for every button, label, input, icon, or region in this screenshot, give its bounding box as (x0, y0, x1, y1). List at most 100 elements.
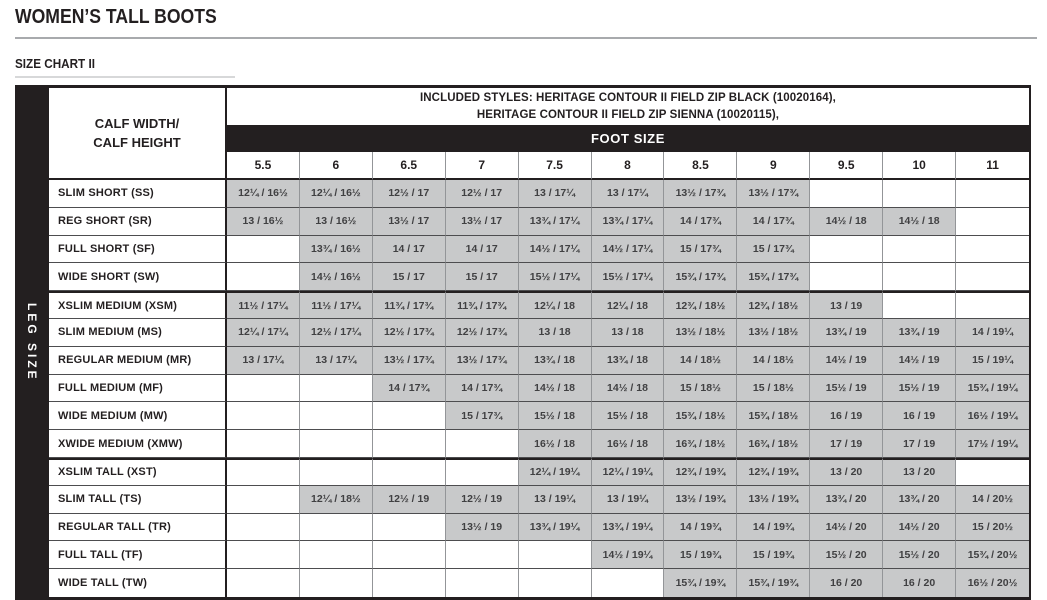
size-cell (372, 457, 446, 486)
size-cell: 13½ / 19 (445, 513, 519, 542)
size-cell: 15½ / 18 (591, 402, 665, 431)
size-cell: 13¾ / 16½ (299, 235, 373, 264)
size-cell: 12½ / 17 (372, 180, 446, 208)
foot-size-banner: FOOT SIZE (227, 125, 1029, 152)
size-cell: 12¼ / 19¼ (518, 457, 592, 486)
size-cell: 14 / 17 (445, 235, 519, 264)
size-cell: 13¾ / 19 (883, 318, 957, 347)
size-cell (445, 541, 519, 570)
size-cell: 14½ / 17¼ (518, 235, 592, 264)
size-cell: 13 / 18 (518, 318, 592, 347)
size-cell: 14 / 17¾ (664, 207, 738, 236)
size-cell: 17 / 19 (883, 430, 957, 458)
size-cell: 15 / 19¾ (737, 541, 811, 570)
size-cell (227, 569, 300, 597)
size-cell: 13½ / 18½ (737, 318, 811, 347)
size-cell: 15¾ / 19¾ (737, 569, 811, 597)
size-cell: 14 / 19¾ (737, 513, 811, 542)
size-cell: 12¾ / 18½ (664, 291, 738, 319)
size-cell: 13¾ / 17¼ (518, 207, 592, 236)
size-cell: 13 / 18 (591, 318, 665, 347)
size-cell: 14 / 19¾ (664, 513, 738, 542)
size-cell: 14 / 19¼ (956, 318, 1029, 347)
size-cell: 13½ / 17 (445, 207, 519, 236)
size-cell (372, 402, 446, 431)
size-cell: 15½ / 19 (810, 374, 884, 403)
size-cell: 11½ / 17¼ (299, 291, 373, 319)
size-cell: 14½ / 18 (883, 207, 957, 236)
size-cell (227, 263, 300, 292)
foot-size-header: 6 (299, 152, 373, 180)
size-cell: 15½ / 19 (883, 374, 957, 403)
size-cell: 13½ / 17¾ (737, 180, 811, 208)
size-cell (810, 180, 884, 208)
foot-size-header: 11 (956, 152, 1029, 180)
size-cell: 15¾ / 19¼ (956, 374, 1029, 403)
size-cell: 13½ / 17¾ (372, 346, 446, 375)
size-cell: 12½ / 17¾ (372, 318, 446, 347)
size-cell (299, 541, 373, 570)
size-cell (372, 513, 446, 542)
row-label: FULL SHORT (SF) (49, 235, 227, 264)
size-cell: 14½ / 17¼ (591, 235, 665, 264)
size-cell (883, 291, 957, 319)
foot-size-header: 9.5 (810, 152, 884, 180)
size-cell: 14½ / 19 (883, 346, 957, 375)
size-cell (372, 569, 446, 597)
size-cell: 13¾ / 17¼ (591, 207, 665, 236)
chart-subtitle: SIZE CHART II (15, 56, 95, 71)
row-label: REG SHORT (SR) (49, 207, 227, 236)
size-cell (227, 430, 300, 458)
size-cell: 15½ / 17¼ (518, 263, 592, 292)
size-cell (299, 402, 373, 431)
size-cell: 12½ / 17¼ (299, 318, 373, 347)
size-cell: 14 / 20½ (956, 485, 1029, 514)
size-cell: 14½ / 19¼ (591, 541, 665, 570)
size-cell: 12¼ / 18 (518, 291, 592, 319)
size-cell: 11¾ / 17¾ (372, 291, 446, 319)
foot-size-header: 5.5 (227, 152, 300, 180)
size-cell: 15 / 17¾ (664, 235, 738, 264)
size-cell: 15 / 18½ (664, 374, 738, 403)
size-cell: 13 / 17¼ (299, 346, 373, 375)
size-cell: 12¼ / 18½ (299, 485, 373, 514)
size-cell: 14 / 18½ (737, 346, 811, 375)
size-cell: 12¼ / 17¼ (227, 318, 300, 347)
size-cell (591, 569, 665, 597)
row-label: WIDE SHORT (SW) (49, 263, 227, 292)
size-cell: 15½ / 20 (810, 541, 884, 570)
page-title: WOMEN’S TALL BOOTS (15, 6, 217, 28)
size-cell: 13 / 19¼ (518, 485, 592, 514)
row-label: XWIDE MEDIUM (XMW) (49, 430, 227, 458)
size-cell: 14½ / 18 (518, 374, 592, 403)
size-cell: 15½ / 20 (883, 541, 957, 570)
size-cell (883, 235, 957, 264)
size-cell: 14½ / 20 (883, 513, 957, 542)
size-cell: 15½ / 18 (518, 402, 592, 431)
row-label: SLIM MEDIUM (MS) (49, 318, 227, 347)
size-cell: 14 / 18½ (664, 346, 738, 375)
size-cell: 14½ / 16½ (299, 263, 373, 292)
size-cell: 16 / 19 (883, 402, 957, 431)
row-label: SLIM SHORT (SS) (49, 180, 227, 208)
size-cell (227, 513, 300, 542)
size-cell: 12¼ / 16½ (227, 180, 300, 208)
size-cell: 16½ / 18 (591, 430, 665, 458)
size-cell (372, 430, 446, 458)
size-cell: 11¾ / 17¾ (445, 291, 519, 319)
size-cell: 11½ / 17¼ (227, 291, 300, 319)
size-cell: 13 / 17¼ (518, 180, 592, 208)
size-cell: 17½ / 19¼ (956, 430, 1029, 458)
size-cell (299, 569, 373, 597)
size-cell: 13 / 16½ (227, 207, 300, 236)
size-cell: 14½ / 18 (591, 374, 665, 403)
size-cell: 14½ / 20 (810, 513, 884, 542)
corner-header-line1: CALF WIDTH/ (94, 115, 180, 131)
size-cell (956, 180, 1029, 208)
size-cell: 15¾ / 18½ (664, 402, 738, 431)
row-label: REGULAR TALL (TR) (49, 513, 227, 542)
size-cell (810, 235, 884, 264)
foot-size-header: 7.5 (518, 152, 592, 180)
size-cell: 15¾ / 18½ (737, 402, 811, 431)
size-cell: 14 / 17¾ (737, 207, 811, 236)
